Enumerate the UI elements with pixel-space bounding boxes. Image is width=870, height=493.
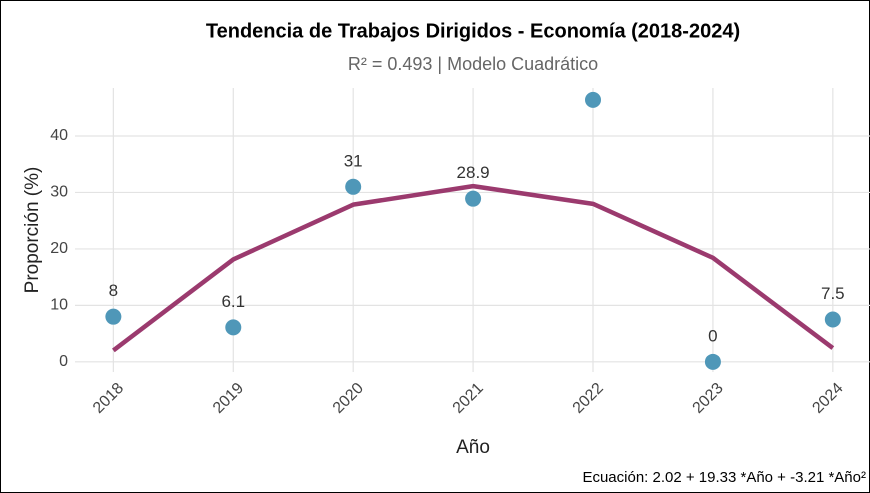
- data-label: 8: [109, 281, 118, 300]
- y-tick-label: 0: [59, 353, 68, 370]
- data-point: [585, 91, 602, 108]
- chart-subtitle: R² = 0.493 | Modelo Cuadrático: [348, 54, 598, 74]
- y-axis-label: Proporción (%): [22, 167, 43, 294]
- data-label: 31: [344, 151, 363, 170]
- data-point: [465, 190, 482, 207]
- fit-line: [112, 183, 835, 353]
- caption: Ecuación: 2.02 + 19.33 *Año + -3.21 *Año…: [582, 469, 866, 486]
- data-point: [704, 353, 721, 370]
- data-point: [824, 311, 841, 328]
- data-point: [225, 319, 242, 336]
- y-tick-label: 20: [50, 240, 68, 257]
- y-tick-label: 30: [50, 184, 68, 201]
- chart-title: Tendencia de Trabajos Dirigidos - Econom…: [206, 20, 740, 42]
- data-label: 6.1: [221, 292, 245, 311]
- data-label: 0: [708, 326, 717, 345]
- data-point: [105, 308, 122, 325]
- data-label: 7.5: [821, 284, 845, 303]
- y-tick-label: 40: [50, 127, 68, 144]
- y-tick-label: 10: [50, 297, 68, 314]
- x-axis-label: Año: [456, 437, 490, 458]
- data-label: 28.9: [457, 163, 490, 182]
- data-point: [345, 178, 362, 195]
